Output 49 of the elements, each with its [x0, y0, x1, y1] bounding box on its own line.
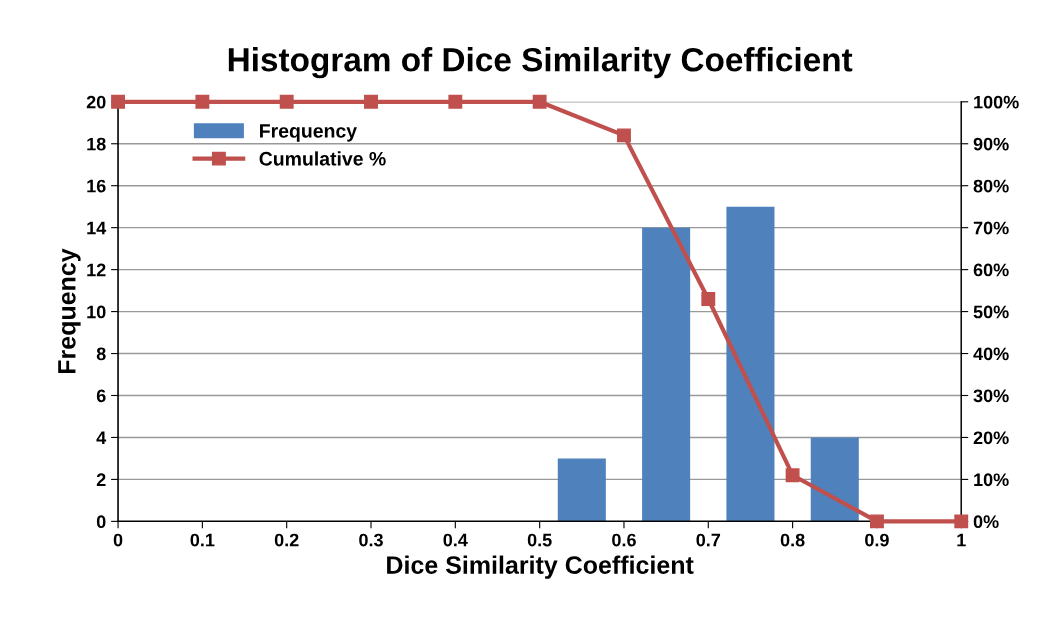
point [195, 94, 210, 109]
y2-tick-label: 0% [973, 515, 999, 529]
y2-tick-label: 10% [974, 473, 1009, 487]
point [532, 94, 547, 109]
y2-tick-label: 30% [973, 389, 1009, 403]
y2-tick-label: 100% [974, 95, 1019, 109]
y-tick-label: 18 [87, 137, 106, 151]
x-tick-label: 0.6 [612, 533, 636, 547]
y-tick-label: 2 [96, 473, 106, 486]
point [785, 468, 800, 483]
y2-tick-label: 50% [973, 305, 1009, 319]
y2-tick-label: 70% [973, 221, 1009, 235]
y-tick-label: 16 [87, 179, 106, 193]
point [364, 94, 378, 109]
x-tick-label: 1 [957, 533, 966, 547]
x-tick-label: 0 [113, 533, 123, 547]
x-tick-label: 0.9 [865, 533, 889, 547]
x-tick-label: 0.1 [190, 533, 215, 547]
point [869, 514, 884, 529]
y-tick-label: 12 [87, 263, 106, 277]
x-tick-label: 0.5 [527, 533, 552, 547]
y-tick-label: 20 [86, 95, 106, 109]
x-tick-label: 0.8 [780, 533, 805, 547]
y-tick-label: 4 [96, 431, 107, 444]
y-axis-title: Frequency [58, 248, 81, 374]
point [701, 292, 716, 306]
y2-tick-label: 40% [973, 347, 1009, 361]
y-tick-label: 6 [96, 389, 106, 403]
y-tick-label: 10 [87, 305, 106, 319]
point [279, 94, 294, 109]
legend-label: Frequency [260, 124, 357, 142]
x-tick-label: 0.3 [359, 533, 383, 547]
x-tick-label: 0.2 [274, 533, 299, 547]
y-tick-label: 0 [96, 515, 106, 529]
x-tick-label: 0.4 [443, 533, 468, 547]
y-tick-label: 8 [96, 347, 106, 361]
y2-tick-label: 90% [973, 137, 1009, 151]
point [448, 94, 463, 109]
point [111, 94, 125, 109]
y2-tick-label: 20% [973, 431, 1009, 445]
y2-tick-label: 60% [973, 263, 1009, 277]
point [954, 514, 969, 529]
x-axis-title: Dice Similarity Coefficient [387, 555, 694, 579]
y2-tick-label: 80% [973, 179, 1009, 193]
legend-label: Cumulative % [259, 151, 386, 166]
y-tick-label: 14 [87, 221, 107, 235]
chart-title: Histogram of Dice Similarity Coefficient [228, 47, 853, 79]
point [617, 128, 631, 143]
x-tick-label: 0.7 [696, 533, 721, 547]
